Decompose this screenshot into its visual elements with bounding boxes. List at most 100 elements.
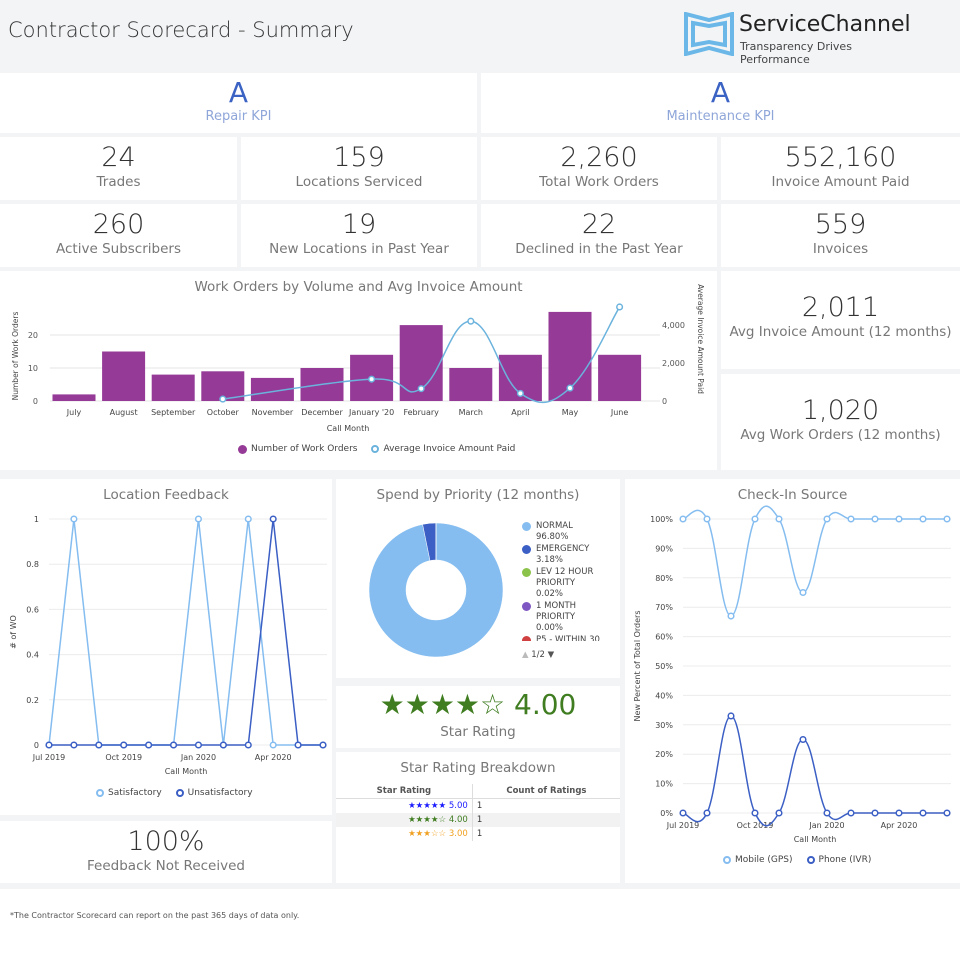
x-tick-label: August xyxy=(110,408,138,417)
data-point xyxy=(368,375,376,383)
stat-label: Active Subscribers xyxy=(56,241,181,257)
stat-label: New Locations in Past Year xyxy=(269,241,449,257)
y-tick-label: 60% xyxy=(655,633,673,642)
data-point xyxy=(467,317,475,325)
series-line xyxy=(682,505,947,617)
y2-tick-label: 4,000 xyxy=(662,321,685,330)
star-rating-display: ★★★★☆ 4.00 xyxy=(336,686,620,724)
data-point xyxy=(219,741,227,749)
x-tick-label: March xyxy=(459,408,483,417)
y2-axis-label: Average Invoice Amount Paid xyxy=(696,284,705,394)
series-line xyxy=(682,715,947,827)
data-point xyxy=(871,809,879,817)
legend-item-avg-invoice[interactable]: Average Invoice Amount Paid xyxy=(371,444,515,454)
chart-title: Location Feedback xyxy=(103,487,229,503)
rating-value: 4.00 xyxy=(448,815,468,825)
data-point xyxy=(703,809,711,817)
legend-item[interactable]: LEV 12 HOUR PRIORITY 0.02% xyxy=(522,567,614,600)
y-tick-label: 10% xyxy=(655,780,673,789)
data-point xyxy=(194,515,203,523)
column-header[interactable]: Star Rating xyxy=(336,784,473,799)
data-point xyxy=(727,612,735,620)
stat-value: 24 xyxy=(101,142,136,173)
chart-title: Spend by Priority (12 months) xyxy=(376,487,580,503)
chart-title: Work Orders by Volume and Avg Invoice Am… xyxy=(194,279,523,295)
kpi-label[interactable]: Maintenance KPI xyxy=(666,109,775,124)
legend-item-mobile[interactable]: Mobile (GPS) xyxy=(723,855,793,865)
chart-legend: Satisfactory Unsatisfactory xyxy=(96,788,253,798)
legend-item[interactable]: EMERGENCY 3.18% xyxy=(522,544,614,566)
rating-count: 1 xyxy=(472,813,620,827)
data-point xyxy=(679,515,687,523)
y-tick-label: 0.4 xyxy=(26,651,39,660)
data-point xyxy=(194,741,203,749)
stat-card: 2,260 Total Work Orders xyxy=(481,137,717,200)
table-row[interactable]: ★★★☆☆ 3.00 1 xyxy=(336,827,620,841)
star-breakdown-table: Star Rating Count of Ratings ★★★★★ 5.00 1 ★… xyxy=(336,784,620,841)
legend-prev-button[interactable]: ▲ xyxy=(522,650,529,660)
donut-slice xyxy=(368,522,504,658)
y2-tick-label: 0 xyxy=(662,397,667,406)
servicechannel-logo: ServiceChannel Transparency Drives Perfo… xyxy=(684,12,911,66)
rating-count: 1 xyxy=(476,801,483,811)
repair-kpi-card: A Repair KPI xyxy=(0,73,477,133)
data-point xyxy=(847,515,855,523)
rating-count: 1 xyxy=(476,829,483,839)
x-tick-label: Jan 2020 xyxy=(808,821,844,830)
x-tick-label: Oct 2019 xyxy=(105,753,142,762)
x-axis-label: Call Month xyxy=(327,424,370,433)
stat-label: Trades xyxy=(96,174,141,190)
kpi-grade: A xyxy=(710,76,731,109)
x-tick-label: Jan 2020 xyxy=(180,753,216,762)
data-point xyxy=(727,712,735,720)
check-in-source-card: Check-In Source 0% 10% 20% 30% 40% 50% 60% 70% 8… xyxy=(625,479,960,883)
check-in-source-chart: 0% 10% 20% 30% 40% 50% 60% 70% 80% 90% 100% Jul 201… xyxy=(633,505,951,844)
footer-note: *The Contractor Scorecard can report on … xyxy=(10,911,300,920)
bar xyxy=(102,351,146,401)
stat-value: 559 xyxy=(814,209,867,240)
y2-tick-label: 2,000 xyxy=(662,359,685,368)
bar xyxy=(250,377,294,401)
legend-item[interactable]: NORMAL 96.80% xyxy=(522,521,614,543)
data-point xyxy=(169,741,178,749)
stat-label: Invoice Amount Paid xyxy=(771,174,910,190)
data-point xyxy=(799,735,807,744)
stat-label: Total Work Orders xyxy=(539,174,659,190)
logo-icon xyxy=(684,12,734,56)
work-orders-chart: 0 10 20 0 2,000 4,000 Number of Work Orders Ave… xyxy=(11,284,705,433)
x-tick-label: February xyxy=(403,408,439,417)
data-point xyxy=(703,515,711,523)
legend-item[interactable]: P5 - WITHIN 30 DAYS0.00% xyxy=(522,635,614,641)
data-point xyxy=(244,515,252,523)
page-title: Contractor Scorecard - Summary xyxy=(8,18,354,42)
star-icons: ★★★★★ xyxy=(408,801,447,811)
star-icons: ★★★★☆ xyxy=(379,688,506,721)
stat-value: 100% xyxy=(127,826,205,857)
x-tick-label: Oct 2019 xyxy=(737,821,774,830)
legend-item[interactable]: 1 MONTH PRIORITY 0.00% xyxy=(522,601,614,634)
stat-card: 260 Active Subscribers xyxy=(0,204,237,267)
legend-item-unsatisfactory[interactable]: Unsatisfactory xyxy=(175,788,253,798)
x-tick-label: Jul 2019 xyxy=(32,753,66,762)
star-rating-value: 4.00 xyxy=(514,688,577,721)
stat-card: 559 Invoices xyxy=(721,204,960,267)
legend-item-satisfactory[interactable]: Satisfactory xyxy=(96,788,162,798)
x-tick-label: Apr 2020 xyxy=(881,821,918,830)
bar xyxy=(449,368,493,401)
rating-value: 3.00 xyxy=(448,829,468,839)
kpi-label[interactable]: Repair KPI xyxy=(205,109,272,124)
column-header[interactable]: Count of Ratings xyxy=(472,784,620,799)
legend-item-work-orders[interactable]: Number of Work Orders xyxy=(238,444,357,454)
legend-item-phone[interactable]: Phone (IVR) xyxy=(806,855,871,865)
table-row[interactable]: ★★★★☆ 4.00 1 xyxy=(336,813,620,827)
chart-legend: Mobile (GPS) Phone (IVR) xyxy=(723,855,871,865)
star-breakdown-card: Star Rating Breakdown Star Rating Count o… xyxy=(336,752,620,883)
legend-next-button[interactable]: ▼ xyxy=(547,650,555,660)
location-feedback-card: Location Feedback 0 0.2 0.4 0.6 0.8 1 Jul 2019… xyxy=(0,479,332,815)
table-row[interactable]: ★★★★★ 5.00 1 xyxy=(336,798,620,813)
y-tick-label: 0 xyxy=(33,397,38,406)
data-point xyxy=(319,741,327,749)
stat-label: Feedback Not Received xyxy=(87,858,245,874)
x-tick-label: December xyxy=(301,408,343,417)
y-axis-label: Number of Work Orders xyxy=(11,312,20,401)
